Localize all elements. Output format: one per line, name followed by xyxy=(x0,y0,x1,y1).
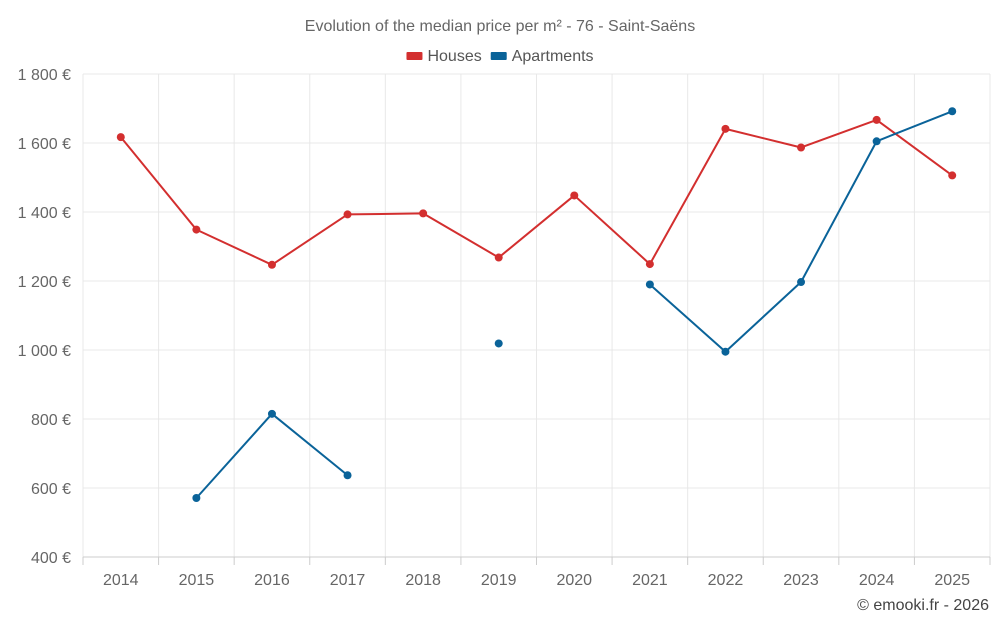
data-point-apartments-2023[interactable] xyxy=(797,278,806,287)
data-point-houses-2023[interactable] xyxy=(797,143,806,152)
x-tick-label-2017: 2017 xyxy=(330,572,366,589)
x-tick-label-2014: 2014 xyxy=(103,572,139,589)
x-tick-label-2019: 2019 xyxy=(481,572,517,589)
data-point-houses-2021[interactable] xyxy=(645,260,654,269)
data-point-apartments-2025[interactable] xyxy=(948,107,957,116)
x-tick-label-2023: 2023 xyxy=(783,572,819,589)
legend-swatch-houses xyxy=(406,52,423,60)
data-point-houses-2020[interactable] xyxy=(570,191,579,200)
y-tick-label: 1 200 € xyxy=(18,274,71,291)
credit-text: © emooki.fr - 2026 xyxy=(857,597,989,614)
x-tick-label-2021: 2021 xyxy=(632,572,668,589)
chart-title: Evolution of the median price per m² - 7… xyxy=(305,18,695,35)
data-point-houses-2016[interactable] xyxy=(267,260,276,269)
x-tick-label-2025: 2025 xyxy=(934,572,970,589)
x-tick-label-2020: 2020 xyxy=(556,572,592,589)
data-point-apartments-2017[interactable] xyxy=(343,471,352,480)
y-tick-label: 1 400 € xyxy=(18,205,71,222)
data-point-houses-2014[interactable] xyxy=(116,133,125,142)
data-point-houses-2022[interactable] xyxy=(721,124,730,133)
y-axis: 400 € 600 € 800 € 1 000 € 1 200 € 1 400 € 1 60… xyxy=(18,67,71,567)
y-tick-label: 1 600 € xyxy=(18,136,71,153)
data-point-apartments-2019[interactable] xyxy=(494,339,503,348)
y-tick-label: 1 000 € xyxy=(18,343,71,360)
data-point-apartments-2015[interactable] xyxy=(192,494,201,503)
series-line-houses xyxy=(119,118,954,266)
legend-item-houses[interactable]: Houses xyxy=(406,48,482,65)
y-tick-label: 600 € xyxy=(31,481,71,498)
data-point-houses-2017[interactable] xyxy=(343,210,352,219)
y-tick-label: 1 800 € xyxy=(18,67,71,84)
data-point-houses-2019[interactable] xyxy=(494,253,503,262)
data-point-houses-2025[interactable] xyxy=(948,171,957,180)
series-apartments xyxy=(192,107,957,503)
data-point-houses-2024[interactable] xyxy=(872,115,881,124)
x-tick-label-2018: 2018 xyxy=(405,572,441,589)
legend-label-houses: Houses xyxy=(427,48,481,65)
data-point-apartments-2022[interactable] xyxy=(721,347,730,356)
series-houses xyxy=(116,115,957,269)
x-axis: 2014 2015 2016 2017 2018 2019 2020 2021 2022 2023… xyxy=(82,556,991,589)
x-tick-label-2022: 2022 xyxy=(708,572,744,589)
data-point-houses-2015[interactable] xyxy=(192,225,201,234)
x-tick-label-2016: 2016 xyxy=(254,572,290,589)
x-tick-label-2015: 2015 xyxy=(179,572,215,589)
chart-legend[interactable]: Houses Apartments xyxy=(406,48,594,65)
chart-series xyxy=(116,107,957,503)
series-line-apartments xyxy=(195,412,349,500)
chart-grid xyxy=(82,73,991,558)
legend-swatch-apartments xyxy=(490,52,507,60)
data-point-apartments-2016[interactable] xyxy=(267,409,276,418)
y-tick-label: 800 € xyxy=(31,412,71,429)
x-tick-label-2024: 2024 xyxy=(859,572,895,589)
data-point-apartments-2021[interactable] xyxy=(645,280,654,289)
data-point-apartments-2024[interactable] xyxy=(872,137,881,146)
data-point-houses-2018[interactable] xyxy=(419,209,428,218)
legend-label-apartments: Apartments xyxy=(512,48,594,65)
legend-item-apartments[interactable]: Apartments xyxy=(490,48,594,65)
y-tick-label: 400 € xyxy=(31,550,71,567)
